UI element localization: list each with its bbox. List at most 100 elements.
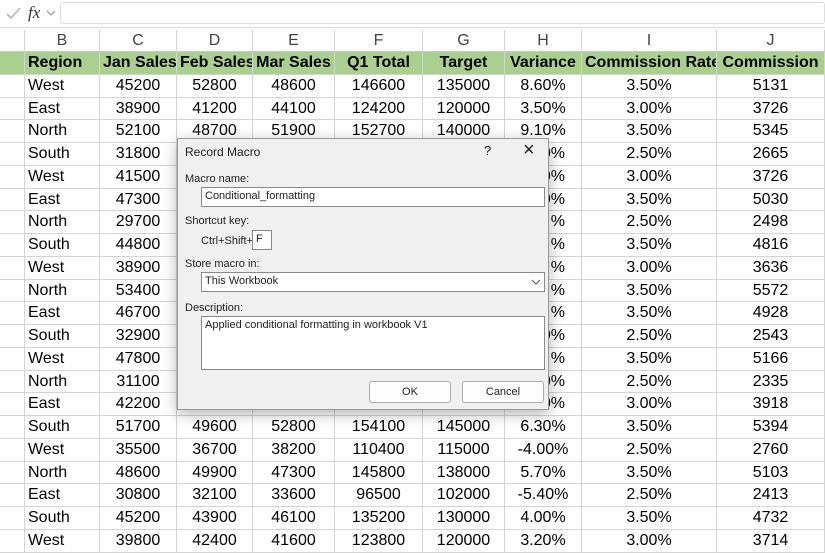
data-cell: 3.50% <box>582 234 717 257</box>
shortcut-label: Shortcut key: <box>185 215 250 227</box>
data-cell: 49900 <box>177 461 253 485</box>
data-cell: 32100 <box>177 484 253 507</box>
data-cell: South <box>25 234 100 257</box>
row-stub <box>0 370 25 394</box>
data-cell: 2543 <box>717 325 825 348</box>
data-cell: 4816 <box>717 234 825 257</box>
data-cell: 2335 <box>717 370 825 394</box>
data-cell: 154100 <box>335 416 423 439</box>
data-cell: 48600 <box>100 461 177 485</box>
data-cell: 145000 <box>423 416 505 439</box>
data-cell: 30800 <box>100 484 177 507</box>
row-stub <box>0 74 25 98</box>
data-cell: 44100 <box>253 97 335 121</box>
formula-input[interactable] <box>60 2 825 24</box>
data-cell: 5.70% <box>505 461 582 485</box>
row-stub <box>0 302 25 325</box>
column-letter: H <box>505 30 582 52</box>
data-cell: 4732 <box>717 507 825 530</box>
data-cell: 2760 <box>717 438 825 462</box>
data-cell: 48600 <box>253 74 335 98</box>
header-cell: Feb Sales <box>177 52 253 75</box>
data-cell: 5572 <box>717 279 825 303</box>
header-cell: Variance <box>505 52 582 75</box>
data-cell: West <box>25 256 100 280</box>
close-button[interactable]: × <box>523 139 535 161</box>
data-cell: 3.50% <box>582 188 717 212</box>
data-cell: 36700 <box>177 438 253 462</box>
row-stub <box>0 347 25 371</box>
data-cell: 2.50% <box>582 325 717 348</box>
column-letter: E <box>253 30 335 52</box>
data-cell: West <box>25 529 100 553</box>
data-cell: 3.50% <box>582 74 717 98</box>
data-cell: North <box>25 279 100 303</box>
data-cell: West <box>25 165 100 189</box>
data-cell: 41200 <box>177 97 253 121</box>
column-letter: C <box>100 30 177 52</box>
data-cell: 5166 <box>717 347 825 371</box>
data-cell: 120000 <box>423 97 505 121</box>
data-cell: 2.50% <box>582 484 717 507</box>
data-cell: 2.50% <box>582 211 717 234</box>
data-cell: 33600 <box>253 484 335 507</box>
data-cell: North <box>25 370 100 394</box>
row-stub <box>0 211 25 234</box>
header-cell: Jan Sales <box>100 52 177 75</box>
column-letter: F <box>335 30 423 52</box>
data-cell: South <box>25 416 100 439</box>
data-cell: 2.50% <box>582 370 717 394</box>
data-cell: 46700 <box>100 302 177 325</box>
data-cell: 3.50% <box>582 347 717 371</box>
data-cell: 52800 <box>253 416 335 439</box>
shortcut-key-input[interactable]: F <box>252 230 272 250</box>
data-cell: 3.00% <box>582 529 717 553</box>
header-cell: Commission <box>717 52 825 75</box>
data-cell: 2.50% <box>582 143 717 166</box>
row-stub <box>0 325 25 348</box>
fx-label[interactable]: fx <box>28 3 41 22</box>
data-cell: 31100 <box>100 370 177 394</box>
data-cell: 135200 <box>335 507 423 530</box>
data-cell: 102000 <box>423 484 505 507</box>
macro-name-input[interactable]: Conditional_formatting <box>201 187 545 207</box>
data-cell: 52100 <box>100 120 177 143</box>
fx-dropdown[interactable] <box>46 8 56 18</box>
data-cell: 135000 <box>423 74 505 98</box>
data-cell: 2665 <box>717 143 825 166</box>
row-stub <box>0 120 25 143</box>
data-cell: 3.50% <box>582 461 717 485</box>
data-cell: 31800 <box>100 143 177 166</box>
data-cell: 96500 <box>335 484 423 507</box>
data-cell: North <box>25 461 100 485</box>
macro-name-label: Macro name: <box>185 173 250 185</box>
data-cell: 5030 <box>717 188 825 212</box>
row-stub <box>0 484 25 507</box>
data-cell: 4.00% <box>505 507 582 530</box>
description-textarea[interactable]: Applied conditional formatting in workbo… <box>201 316 545 370</box>
store-select[interactable]: This Workbook <box>201 272 545 292</box>
data-cell: East <box>25 302 100 325</box>
cancel-button[interactable]: Cancel <box>462 381 544 403</box>
ok-button[interactable]: OK <box>369 381 451 403</box>
check-icon[interactable] <box>4 5 24 21</box>
data-cell: 52800 <box>177 74 253 98</box>
row-stub <box>0 438 25 462</box>
row-stub <box>0 143 25 166</box>
help-button[interactable]: ? <box>484 143 492 158</box>
data-cell: 45200 <box>100 74 177 98</box>
data-cell: -5.40% <box>505 484 582 507</box>
data-cell: 38900 <box>100 256 177 280</box>
data-cell: 3.50% <box>582 302 717 325</box>
row-stub <box>0 416 25 439</box>
row-stub <box>0 393 25 416</box>
row-stub <box>0 529 25 553</box>
data-cell: 3.00% <box>582 256 717 280</box>
column-letter: B <box>25 30 100 52</box>
row-stub <box>0 52 25 75</box>
data-cell: 124200 <box>335 97 423 121</box>
data-cell: 47300 <box>100 188 177 212</box>
row-stub <box>0 188 25 212</box>
select-arrow[interactable] <box>528 274 544 290</box>
